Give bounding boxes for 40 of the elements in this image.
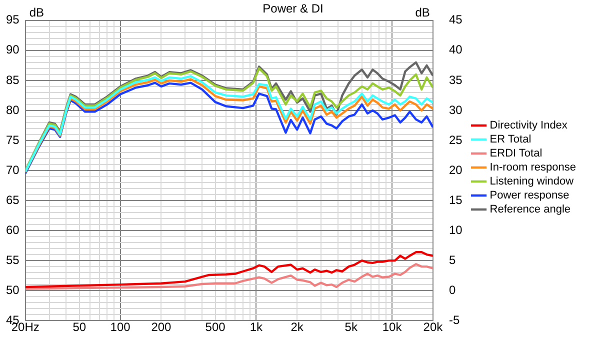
y-tick-label: 60 (6, 222, 20, 237)
y-tick-label: 70 (6, 162, 20, 177)
y-tick-label: 75 (6, 132, 20, 147)
legend-label: ER Total (490, 134, 532, 146)
y-tick-label: 50 (6, 282, 20, 297)
x-tick-label: 100 (110, 320, 131, 334)
y2-tick-label: -5 (448, 312, 460, 327)
y2-tick-label: 15 (448, 192, 463, 207)
y-tick-label: 55 (6, 252, 20, 267)
chart-title: Power & DI (262, 2, 324, 16)
legend-label: Listening window (490, 176, 574, 188)
x-tick-label: 10k (382, 320, 403, 334)
y2-tick-label: 0 (448, 282, 456, 297)
x-tick-label: 2k (290, 320, 304, 334)
y2-tick-label: 40 (448, 42, 463, 57)
y-tick-label: 95 (6, 12, 20, 27)
y2-tick-label: 45 (448, 12, 463, 27)
x-tick-label: 5k (344, 320, 358, 334)
legend-label: Directivity Index (490, 120, 568, 132)
y2-tick-label: 35 (448, 72, 463, 87)
x-tick-label: 1k (250, 320, 264, 334)
y2-tick-label: 5 (448, 252, 456, 267)
y2-tick-label: 10 (448, 222, 463, 237)
legend-label: In-room response (490, 162, 576, 174)
x-tick-label: 500 (205, 320, 226, 334)
legend-label: ERDI Total (490, 148, 542, 160)
legend-label: Reference angle (490, 204, 571, 216)
y-tick-label: 85 (6, 72, 20, 87)
y2-tick-label: 20 (448, 162, 463, 177)
y-tick-label: 80 (6, 102, 20, 117)
x-tick-label: 200 (151, 320, 172, 334)
y-tick-label: 65 (6, 192, 20, 207)
y2-axis-title: dB (415, 6, 430, 20)
y2-tick-label: 30 (448, 102, 463, 117)
x-tick-label: 20k (423, 320, 444, 334)
y-axis-title: dB (29, 6, 44, 20)
y2-tick-label: 25 (448, 132, 463, 147)
y-tick-label: 90 (6, 42, 20, 57)
legend-label: Power response (490, 190, 570, 202)
x-tick-label: 50 (72, 320, 86, 334)
